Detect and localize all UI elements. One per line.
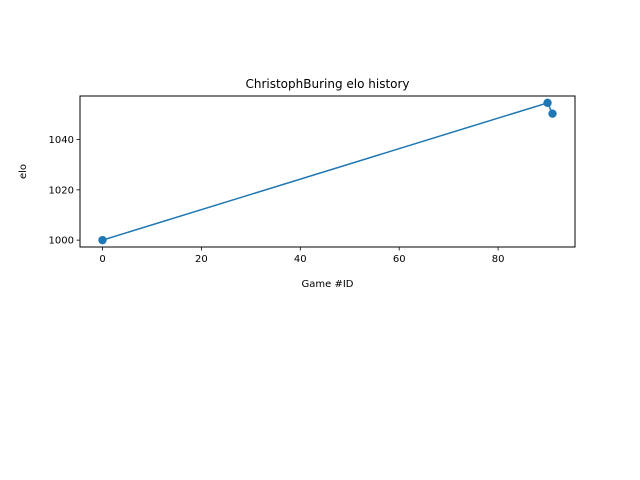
- y-axis-label: elo: [18, 164, 29, 179]
- x-tick-label: 20: [195, 254, 208, 265]
- data-point: [98, 235, 107, 245]
- data-point: [543, 98, 552, 108]
- series-line: [102, 101, 554, 241]
- plot-area: [98, 98, 557, 245]
- x-tick-label: 80: [492, 254, 505, 265]
- x-tick-label: 40: [294, 254, 307, 265]
- x-axis: 0 20 40 60 80: [99, 247, 504, 265]
- y-axis: 1000 1020 1040: [49, 135, 80, 247]
- data-point: [548, 109, 557, 118]
- y-tick-label: 1000: [49, 236, 74, 247]
- x-axis-label: Game #ID: [302, 279, 354, 290]
- plot-frame: [79, 95, 576, 248]
- y-tick-label: 1020: [49, 185, 74, 196]
- x-tick-label: 60: [393, 254, 406, 265]
- chart-title: ChristophBuring elo history: [245, 77, 409, 91]
- x-tick-label: 0: [99, 254, 105, 265]
- y-tick-label: 1040: [49, 135, 74, 146]
